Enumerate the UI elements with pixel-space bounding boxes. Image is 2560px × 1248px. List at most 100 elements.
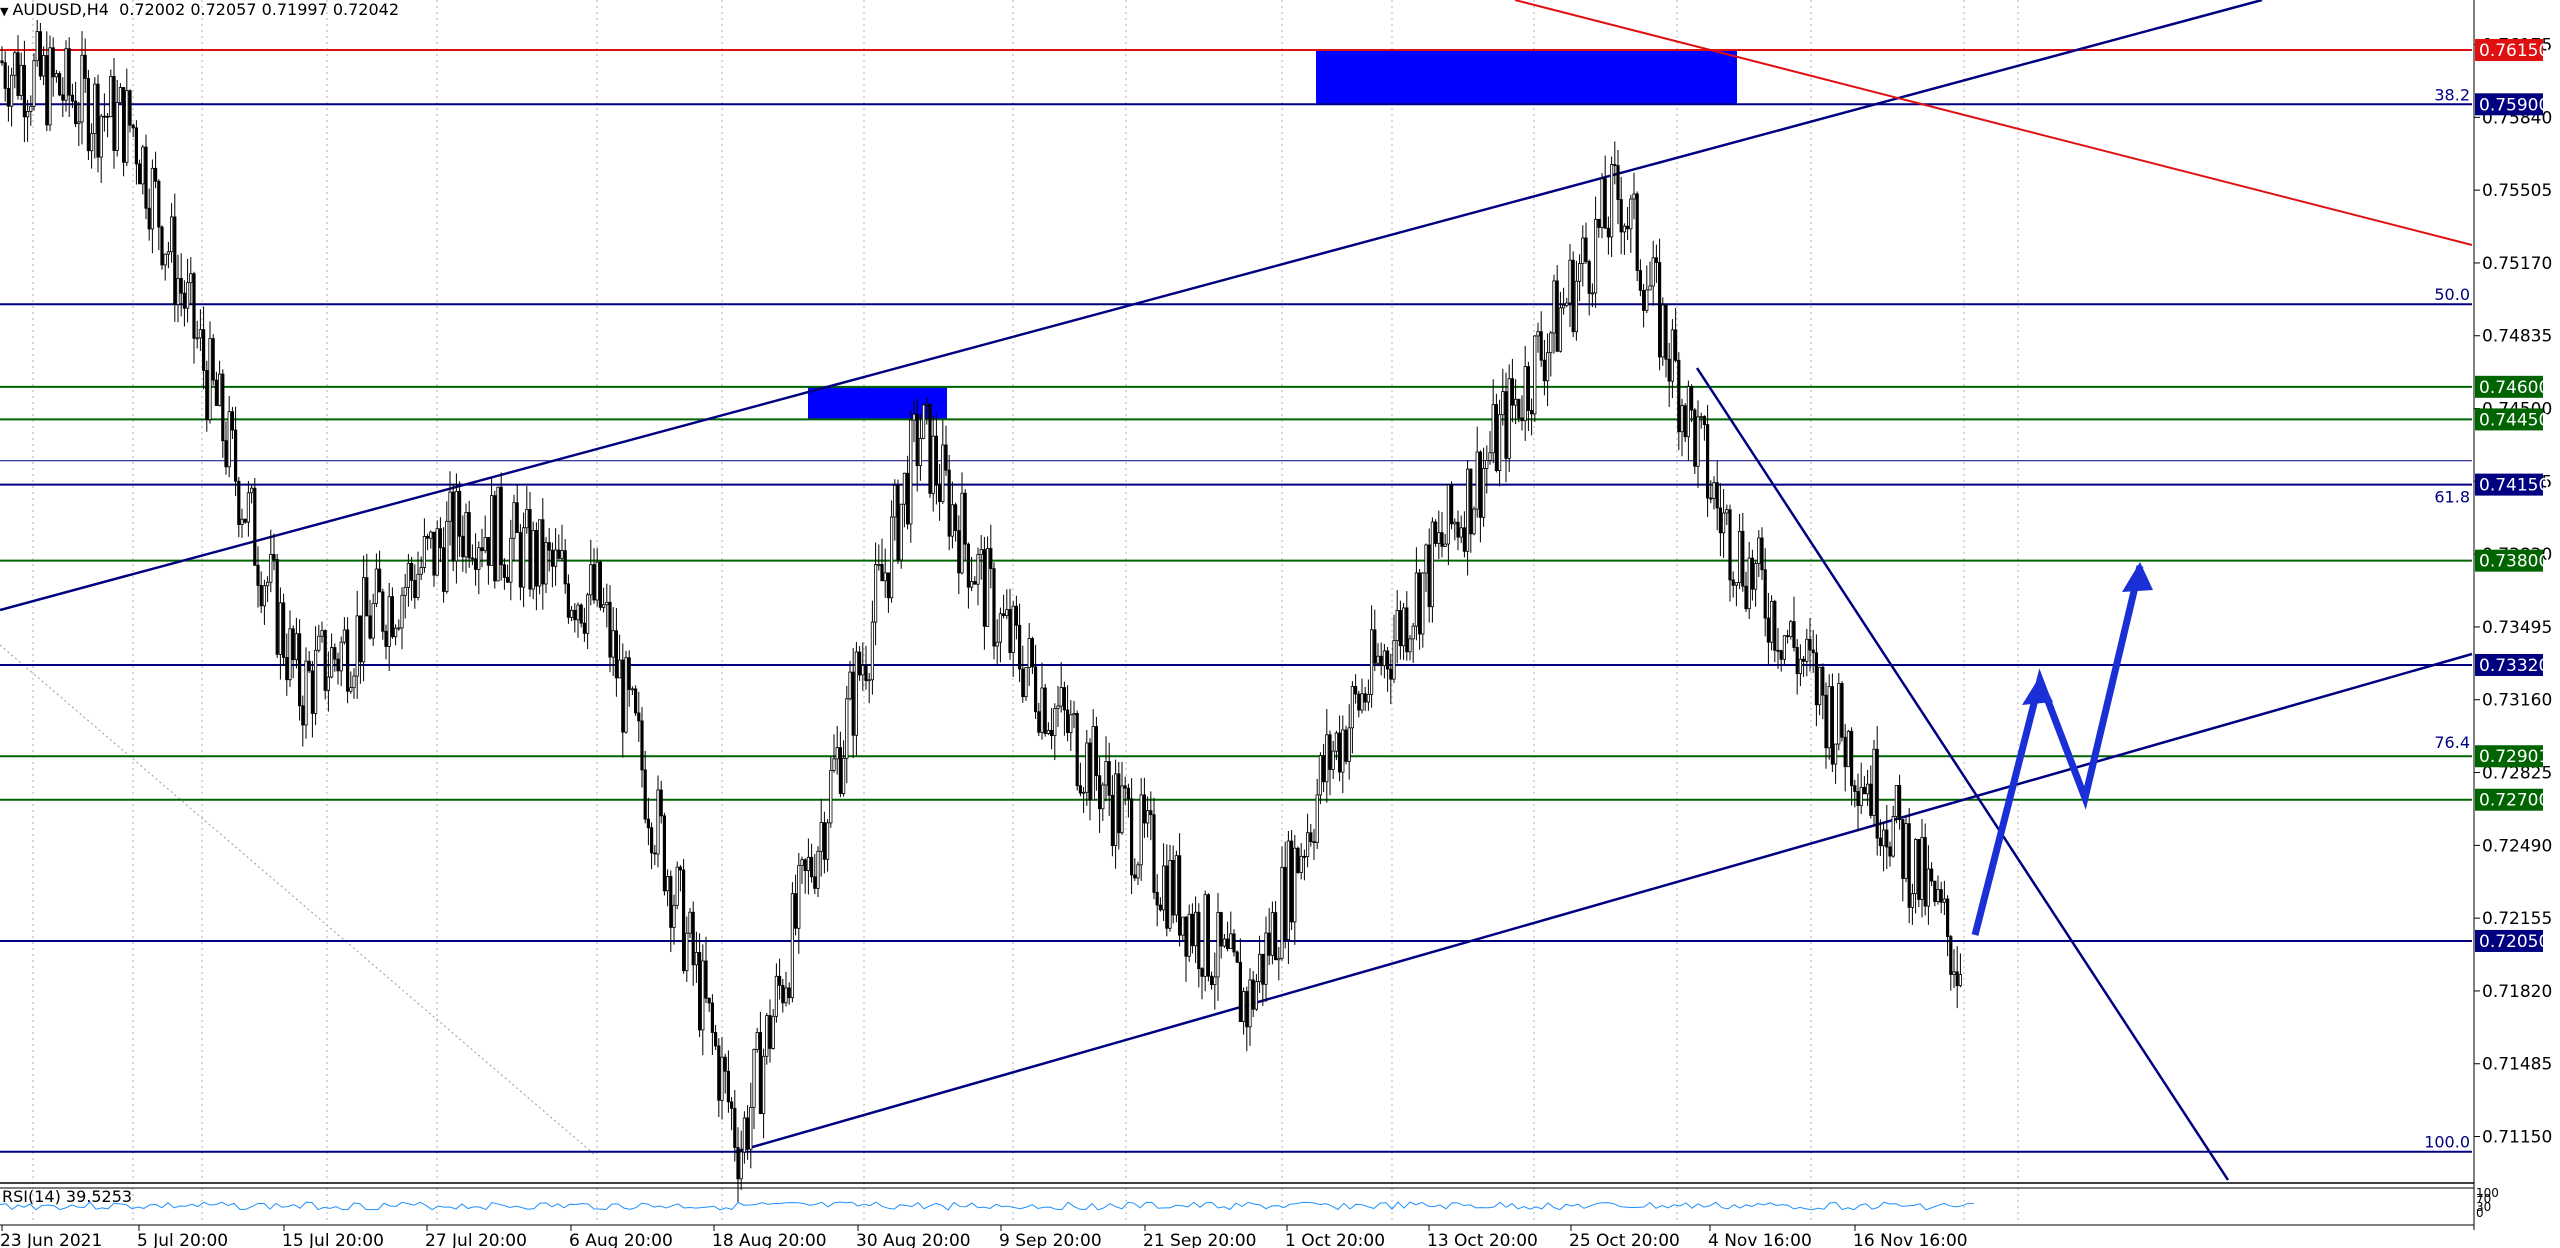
candle-body [832, 758, 836, 771]
candle-body [1149, 810, 1153, 816]
candle-body [621, 659, 625, 733]
candle-body [1382, 650, 1386, 667]
candle-body [1744, 585, 1748, 610]
candle-body [1104, 761, 1108, 786]
level-price-tag [2475, 473, 2543, 496]
candle-body [595, 561, 599, 601]
candle-body [253, 487, 257, 566]
candle-body [752, 1049, 756, 1108]
candle-body [74, 100, 78, 125]
candle-body [1702, 416, 1706, 425]
time-axis-label: 16 Nov 16:00 [1853, 1231, 1968, 1248]
candle-body [1254, 981, 1258, 1010]
candle-body [1526, 366, 1530, 411]
candle-body [864, 665, 868, 682]
candle-body [1242, 991, 1246, 1022]
candle-body [269, 554, 273, 583]
candle-body [522, 527, 526, 588]
candle-body [611, 630, 615, 658]
dropdown-triangle-icon[interactable]: ▼ [0, 5, 9, 18]
candle-body [614, 630, 619, 679]
level-price-tag [2475, 549, 2543, 572]
candle-body [902, 472, 907, 505]
candle-body [1110, 794, 1114, 846]
candle-body [1872, 748, 1876, 816]
channel-upper-line[interactable] [0, 0, 2263, 612]
candle-body [224, 440, 228, 468]
level-price-tag-label: 0.74600 [2479, 378, 2549, 398]
candle-body [265, 581, 270, 587]
candle-body [1779, 650, 1783, 660]
candle-body [906, 472, 910, 525]
candle-body [1014, 605, 1019, 626]
candle-body [659, 789, 663, 817]
resistance-trend-line[interactable] [1514, 0, 2473, 246]
candle-body [579, 604, 583, 624]
candle-body [746, 1117, 750, 1150]
candle-body [1926, 868, 1930, 907]
price-tick-label: 0.75505 [2482, 181, 2552, 201]
descending-trend-line[interactable] [1695, 367, 2230, 1181]
candle-body [365, 577, 369, 617]
price-scale[interactable] [2474, 0, 2560, 1248]
candle-body [54, 73, 59, 78]
candle-body [717, 1045, 721, 1101]
candle-body [288, 628, 292, 681]
price-tick-label: 0.72490 [2482, 836, 2552, 856]
level-price-tag-label: 0.74450 [2479, 410, 2549, 430]
candle-body [275, 559, 279, 655]
candle-body [1200, 968, 1204, 977]
candle-body [1312, 841, 1316, 844]
channel-lower-line[interactable] [734, 652, 2473, 1154]
candle-body [1472, 508, 1476, 535]
candle-body [1914, 838, 1918, 895]
candle-body [758, 1032, 763, 1114]
candle-body [1315, 794, 1319, 844]
candle-body [1846, 730, 1850, 768]
supply-zone-top[interactable] [1316, 49, 1737, 105]
candle-body [32, 60, 36, 107]
candle-body [80, 54, 84, 123]
symbol-timeframe: AUDUSD,H4 [12, 0, 109, 19]
rsi-label: RSI(14) 39.5253 [2, 1187, 132, 1206]
candle-body [1578, 263, 1582, 282]
candle-body [1942, 898, 1946, 903]
candle-body [90, 133, 94, 152]
candle-body [336, 658, 340, 672]
candle-body [982, 549, 987, 627]
candle-body [1910, 893, 1914, 908]
time-axis-label: 15 Jul 20:00 [282, 1231, 384, 1248]
candle-body [685, 932, 689, 972]
candle-body [838, 747, 843, 794]
candle-body [547, 542, 551, 551]
projection-arrow[interactable] [1971, 565, 2144, 936]
candle-body [1066, 709, 1070, 734]
time-axis-label: 9 Sep 20:00 [999, 1231, 1102, 1248]
candle-body [1238, 961, 1242, 1022]
candle-body [1043, 687, 1047, 734]
candle-body [803, 859, 807, 872]
candle-body [1552, 280, 1556, 334]
level-price-tag [2475, 745, 2543, 768]
candle-body [749, 1106, 753, 1150]
candle-body [605, 601, 609, 606]
candle-body [1037, 711, 1041, 733]
candle-body [211, 338, 215, 381]
candle-body [1050, 729, 1054, 737]
candle-body [1856, 791, 1860, 806]
candle-body [701, 960, 705, 1031]
candle-body [1722, 512, 1726, 534]
candle-body [1843, 736, 1847, 768]
supply-zone-mid[interactable] [808, 386, 947, 420]
candle-body [1174, 855, 1178, 916]
candle-body [106, 115, 110, 118]
candle-body [1494, 404, 1498, 472]
candle-body [141, 146, 145, 185]
level-price-tag [2475, 408, 2543, 431]
candle-body [1226, 938, 1230, 949]
candle-body [1635, 193, 1639, 271]
candle-body [515, 502, 519, 533]
candle-body [1078, 785, 1082, 794]
